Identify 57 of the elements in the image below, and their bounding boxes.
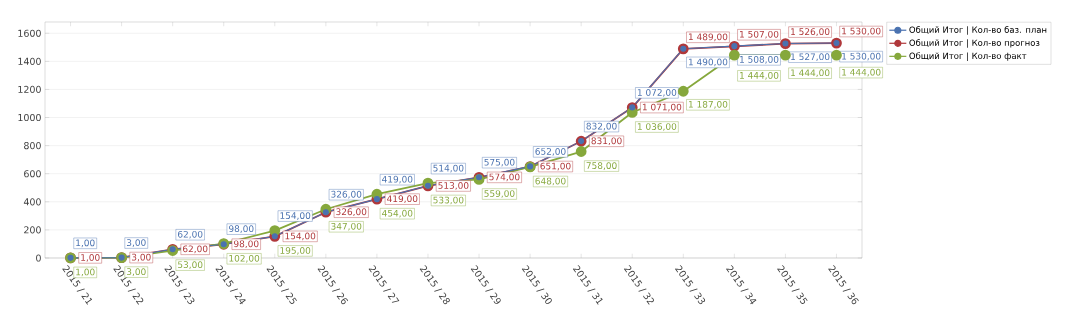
- data-label: 831,00: [591, 137, 622, 146]
- data-label: 1 508,00: [740, 56, 779, 64]
- data-label: 3,00: [131, 253, 151, 262]
- data-label: 648,00: [535, 177, 566, 186]
- data-label: 154,00: [280, 212, 311, 220]
- data-label: 1 072,00: [637, 89, 677, 97]
- data-label: 758,00: [586, 162, 617, 170]
- data-label: 419,00: [387, 195, 418, 203]
- data-label: 1 444,00: [842, 68, 881, 77]
- y-tick-label: 1200: [18, 85, 41, 94]
- legend-label: Общий Итог | Кол-во прогноз: [909, 39, 1040, 48]
- data-label: 575,00: [484, 158, 515, 167]
- data-label: 454,00: [382, 209, 413, 218]
- data-label: 1 526,00: [791, 28, 830, 36]
- data-label: 559,00: [484, 190, 515, 198]
- data-label: 1 444,00: [740, 72, 779, 80]
- data-label: 195,00: [280, 247, 311, 255]
- data-label: 651,00: [540, 162, 571, 171]
- data-label: 1 444,00: [791, 69, 830, 78]
- data-label: 62,00: [182, 245, 208, 254]
- data-label: 1 187,00: [688, 100, 728, 109]
- y-tick-label: 1600: [18, 29, 41, 37]
- data-label: 652,00: [535, 148, 566, 156]
- data-label: 326,00: [336, 208, 367, 217]
- legend-label: Общий Итог | Кол-во факт: [909, 52, 1027, 61]
- data-label: 326,00: [331, 190, 362, 199]
- data-label: 419,00: [382, 175, 413, 184]
- data-label: 98,00: [233, 240, 259, 249]
- data-label: 102,00: [229, 254, 260, 263]
- data-label: 513,00: [438, 182, 469, 190]
- y-tick-label: 1400: [18, 57, 41, 65]
- data-label: 62,00: [177, 230, 203, 239]
- y-tick-label: 600: [24, 170, 41, 178]
- y-tick-label: 1000: [18, 113, 41, 122]
- data-label: 154,00: [285, 232, 316, 241]
- y-tick-label: 200: [24, 226, 41, 234]
- data-label: 1 071,00: [642, 103, 682, 112]
- y-tick-label: 0: [36, 254, 41, 262]
- data-label: 832,00: [586, 122, 617, 131]
- data-label: 1 036,00: [637, 123, 677, 131]
- y-tick-label: 400: [23, 198, 41, 206]
- data-label: 1 530,00: [842, 52, 881, 61]
- data-label: 1 489,00: [688, 33, 728, 42]
- data-label: 1 530,00: [842, 27, 881, 36]
- data-label: 1 527,00: [791, 53, 830, 62]
- data-label: 1,00: [81, 254, 100, 262]
- data-label: 514,00: [433, 164, 464, 173]
- data-label: 347,00: [331, 222, 362, 231]
- data-label: 574,00: [489, 173, 520, 182]
- data-label: 3,00: [126, 239, 146, 247]
- data-label: 533,00: [433, 196, 464, 205]
- data-label: 1 490,00: [688, 58, 728, 67]
- data-label: 98,00: [228, 225, 254, 233]
- y-tick-label: 800: [24, 142, 41, 150]
- data-label: 1 507,00: [740, 30, 779, 39]
- legend-label: Общий Итог | Кол-во баз. план: [909, 26, 1047, 35]
- data-label: 1,00: [76, 239, 95, 248]
